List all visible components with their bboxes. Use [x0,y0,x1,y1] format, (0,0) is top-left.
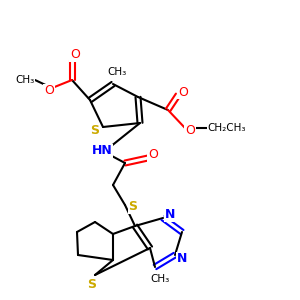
Text: CH₃: CH₃ [15,75,34,85]
Text: S: S [91,124,100,137]
Text: O: O [185,124,195,137]
Text: O: O [148,148,158,161]
Text: O: O [70,49,80,62]
Text: N: N [177,253,187,266]
Text: O: O [178,85,188,98]
Text: HN: HN [92,145,112,158]
Text: CH₃: CH₃ [107,67,127,77]
Text: N: N [165,208,175,221]
Text: S: S [128,200,137,214]
Text: O: O [44,85,54,98]
Text: CH₃: CH₃ [150,274,170,284]
Text: CH₂CH₃: CH₂CH₃ [208,123,246,133]
Text: S: S [88,278,97,290]
